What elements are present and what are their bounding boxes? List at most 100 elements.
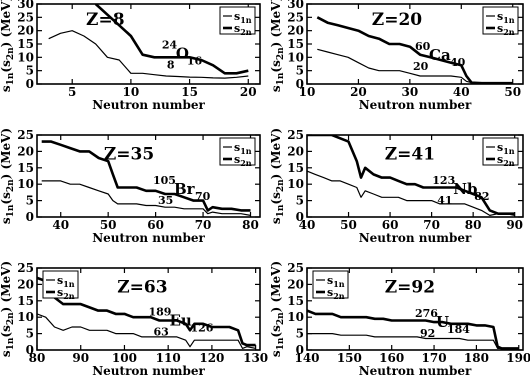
legend-label-sub: 1n <box>240 146 252 156</box>
y-axis-label-sub: 1n <box>6 337 16 350</box>
nucleus-z: 8 <box>167 58 175 71</box>
y-tick-label: 10 <box>17 310 34 324</box>
y-axis-label-part: (s <box>269 192 283 205</box>
y-tick-label: 5 <box>26 64 34 78</box>
x-tick-label: 20 <box>350 85 367 99</box>
x-tick-label: 160 <box>379 351 404 365</box>
y-tick-label: 20 <box>287 24 304 38</box>
x-tick-label: 170 <box>422 351 447 365</box>
legend-label: s1n <box>234 141 252 156</box>
legend-label-sub: 2n <box>333 291 345 301</box>
y-tick-label: 25 <box>287 261 304 275</box>
nucleus-mass: 60 <box>415 40 431 53</box>
x-tick-label: 20 <box>240 85 257 99</box>
y-axis-label-part: s <box>0 350 13 357</box>
nucleus-z: 41 <box>437 194 452 207</box>
series-line-s1n <box>41 180 251 216</box>
y-tick-label: 0 <box>296 77 304 91</box>
legend-label-main: s <box>234 141 240 154</box>
legend-label-sub: 2n <box>503 27 515 37</box>
legend-label-sub: 1n <box>333 279 345 289</box>
x-tick-label: 150 <box>337 351 362 365</box>
y-tick-label: 20 <box>17 24 34 38</box>
x-tick-label: 110 <box>156 351 181 365</box>
y-tick-label: 5 <box>26 327 34 341</box>
legend-label-main: s <box>234 22 240 35</box>
y-tick-label: 20 <box>17 277 34 291</box>
y-axis-label-part: (s <box>0 60 13 73</box>
y-axis-label-sub: 2n <box>6 47 16 60</box>
y-tick-label: 0 <box>296 210 304 224</box>
z-label: Z=35 <box>104 145 154 165</box>
x-tick-label: 140 <box>294 351 319 365</box>
y-tick-label: 25 <box>287 128 304 142</box>
y-axis-label-part: s <box>269 350 283 357</box>
x-tick-label: 190 <box>506 351 530 365</box>
legend-label-main: s <box>57 274 63 287</box>
nucleus-z: 92 <box>420 327 435 340</box>
y-tick-label: 15 <box>17 161 34 175</box>
y-tick-label: 10 <box>17 177 34 191</box>
nucleus-mass: 123 <box>432 174 455 187</box>
x-axis-label: Neutron number <box>92 231 205 245</box>
y-axis-label-sub: 1n <box>276 204 286 217</box>
y-tick-label: 15 <box>287 161 304 175</box>
y-tick-label: 5 <box>26 194 34 208</box>
y-tick-label: 30 <box>17 0 34 11</box>
legend-label-main: s <box>234 153 240 166</box>
y-axis-label-part: ) (MeV) <box>0 0 13 47</box>
y-axis-label-part: (s <box>269 60 283 73</box>
plot-frame <box>36 134 261 218</box>
legend-box <box>219 137 256 166</box>
y-tick-label: 5 <box>296 327 304 341</box>
legend-label-main: s <box>327 286 333 299</box>
y-tick-label: 25 <box>287 10 304 24</box>
y-axis-label-sub: 1n <box>276 72 286 85</box>
x-tick-label: 100 <box>112 351 137 365</box>
y-tick-label: 10 <box>287 50 304 64</box>
y-axis-label-part: (s <box>269 325 283 338</box>
legend-box <box>219 6 256 35</box>
y-tick-label: 15 <box>287 294 304 308</box>
legend-label: s2n <box>234 22 252 37</box>
plot-frame <box>306 267 524 351</box>
x-tick-label: 90 <box>72 351 89 365</box>
x-tick-label: 120 <box>199 351 224 365</box>
y-axis-label-part: (s <box>0 325 13 338</box>
series-line-s1n <box>37 313 256 349</box>
nucleus-symbol: Nb <box>453 180 477 198</box>
y-tick-label: 20 <box>17 144 34 158</box>
y-axis-label: s1n(s2n) (MeV) <box>0 261 16 357</box>
series-line-s2n <box>94 4 249 75</box>
y-axis-label-part: s <box>269 217 283 224</box>
legend-label: s2n <box>497 153 515 168</box>
nucleus-z: 35 <box>158 194 173 207</box>
legend-box <box>312 270 349 299</box>
nucleus-mass: 276 <box>415 307 438 320</box>
nucleus-mass: 105 <box>153 174 176 187</box>
nucleus-n: 70 <box>195 190 211 203</box>
nucleus-symbol: U <box>436 313 449 331</box>
x-tick-label: 180 <box>464 351 489 365</box>
nucleus-z: 20 <box>413 60 429 73</box>
legend-label-main: s <box>234 10 240 23</box>
plot-frame <box>36 267 261 351</box>
x-tick-label: 80 <box>29 351 46 365</box>
legend-label: s2n <box>57 286 75 301</box>
panel-5: 80 90 100 110 120 130 0 5 10 15 20 25 Neutron number… <box>0 261 268 378</box>
y-axis-label: s1n(s2n) (MeV) <box>0 0 16 92</box>
legend-label-main: s <box>327 274 333 287</box>
y-axis-label: s1n(s2n) (MeV) <box>269 128 286 224</box>
x-tick-label: 10 <box>123 85 140 99</box>
y-tick-label: 15 <box>17 37 34 51</box>
legend-label: s1n <box>57 274 75 289</box>
legend-label-sub: 2n <box>503 158 515 168</box>
series-line-s2n <box>307 309 519 350</box>
y-tick-label: 5 <box>296 64 304 78</box>
legend-label: s2n <box>234 153 252 168</box>
